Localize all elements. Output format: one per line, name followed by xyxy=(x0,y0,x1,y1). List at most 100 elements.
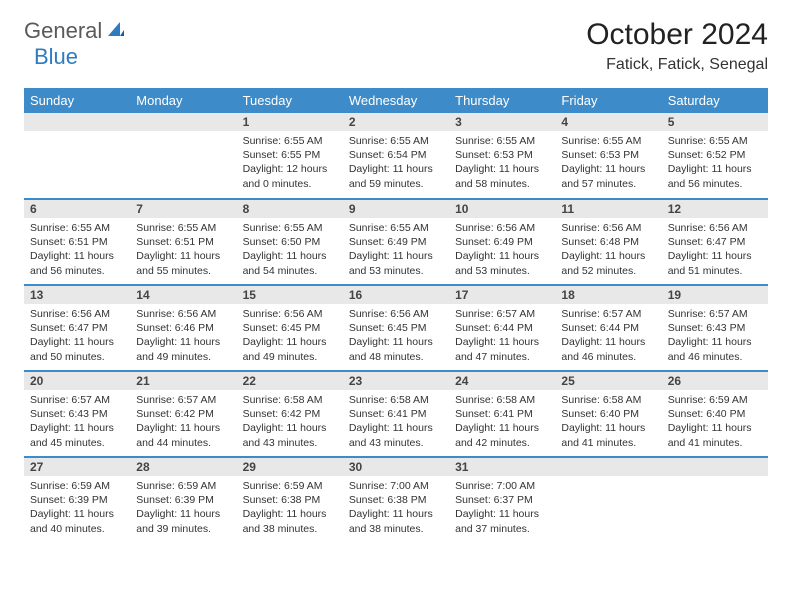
sunrise-text: Sunrise: 7:00 AM xyxy=(455,479,549,493)
sunrise-text: Sunrise: 6:55 AM xyxy=(243,134,337,148)
sunset-text: Sunset: 6:38 PM xyxy=(349,493,443,507)
weekday-header: Monday xyxy=(130,88,236,113)
day-body: Sunrise: 7:00 AMSunset: 6:37 PMDaylight:… xyxy=(449,476,555,540)
calendar-cell xyxy=(130,113,236,199)
sunset-text: Sunset: 6:51 PM xyxy=(136,235,230,249)
day-body: Sunrise: 6:58 AMSunset: 6:40 PMDaylight:… xyxy=(555,390,661,454)
calendar-week-row: 27Sunrise: 6:59 AMSunset: 6:39 PMDayligh… xyxy=(24,457,768,543)
sunrise-text: Sunrise: 6:57 AM xyxy=(30,393,124,407)
daylight-text: Daylight: 11 hours and 38 minutes. xyxy=(243,507,337,535)
sunset-text: Sunset: 6:46 PM xyxy=(136,321,230,335)
title-block: October 2024 Fatick, Fatick, Senegal xyxy=(586,18,768,74)
day-body: Sunrise: 6:57 AMSunset: 6:44 PMDaylight:… xyxy=(449,304,555,368)
sunrise-text: Sunrise: 6:56 AM xyxy=(455,221,549,235)
sunrise-text: Sunrise: 6:56 AM xyxy=(30,307,124,321)
calendar-cell: 23Sunrise: 6:58 AMSunset: 6:41 PMDayligh… xyxy=(343,371,449,457)
sunset-text: Sunset: 6:44 PM xyxy=(455,321,549,335)
calendar-cell xyxy=(24,113,130,199)
day-number: 22 xyxy=(237,372,343,390)
calendar-cell: 29Sunrise: 6:59 AMSunset: 6:38 PMDayligh… xyxy=(237,457,343,543)
day-number: 5 xyxy=(662,113,768,131)
sunrise-text: Sunrise: 6:57 AM xyxy=(561,307,655,321)
day-number: 25 xyxy=(555,372,661,390)
logo-text-blue: Blue xyxy=(34,44,78,69)
sunset-text: Sunset: 6:52 PM xyxy=(668,148,762,162)
day-number-empty xyxy=(555,458,661,476)
daylight-text: Daylight: 11 hours and 41 minutes. xyxy=(561,421,655,449)
calendar-cell xyxy=(662,457,768,543)
day-number: 15 xyxy=(237,286,343,304)
day-number: 23 xyxy=(343,372,449,390)
sunset-text: Sunset: 6:37 PM xyxy=(455,493,549,507)
sunset-text: Sunset: 6:42 PM xyxy=(136,407,230,421)
day-body: Sunrise: 6:57 AMSunset: 6:42 PMDaylight:… xyxy=(130,390,236,454)
calendar-cell: 20Sunrise: 6:57 AMSunset: 6:43 PMDayligh… xyxy=(24,371,130,457)
day-number: 19 xyxy=(662,286,768,304)
daylight-text: Daylight: 11 hours and 43 minutes. xyxy=(243,421,337,449)
sunrise-text: Sunrise: 6:55 AM xyxy=(349,134,443,148)
day-body: Sunrise: 6:55 AMSunset: 6:49 PMDaylight:… xyxy=(343,218,449,282)
sunrise-text: Sunrise: 6:56 AM xyxy=(349,307,443,321)
sunset-text: Sunset: 6:43 PM xyxy=(668,321,762,335)
day-body: Sunrise: 6:56 AMSunset: 6:48 PMDaylight:… xyxy=(555,218,661,282)
calendar-cell: 3Sunrise: 6:55 AMSunset: 6:53 PMDaylight… xyxy=(449,113,555,199)
calendar-cell: 17Sunrise: 6:57 AMSunset: 6:44 PMDayligh… xyxy=(449,285,555,371)
sunrise-text: Sunrise: 6:56 AM xyxy=(243,307,337,321)
sunset-text: Sunset: 6:54 PM xyxy=(349,148,443,162)
sunset-text: Sunset: 6:50 PM xyxy=(243,235,337,249)
sunset-text: Sunset: 6:44 PM xyxy=(561,321,655,335)
day-body: Sunrise: 6:59 AMSunset: 6:40 PMDaylight:… xyxy=(662,390,768,454)
calendar-cell: 7Sunrise: 6:55 AMSunset: 6:51 PMDaylight… xyxy=(130,199,236,285)
weekday-header: Tuesday xyxy=(237,88,343,113)
calendar-week-row: 20Sunrise: 6:57 AMSunset: 6:43 PMDayligh… xyxy=(24,371,768,457)
sunset-text: Sunset: 6:42 PM xyxy=(243,407,337,421)
day-number: 21 xyxy=(130,372,236,390)
day-number-empty xyxy=(24,113,130,131)
weekday-header: Saturday xyxy=(662,88,768,113)
sunrise-text: Sunrise: 6:55 AM xyxy=(668,134,762,148)
sunset-text: Sunset: 6:48 PM xyxy=(561,235,655,249)
day-body: Sunrise: 6:55 AMSunset: 6:53 PMDaylight:… xyxy=(555,131,661,195)
day-number: 10 xyxy=(449,200,555,218)
calendar-cell: 8Sunrise: 6:55 AMSunset: 6:50 PMDaylight… xyxy=(237,199,343,285)
sunrise-text: Sunrise: 6:55 AM xyxy=(349,221,443,235)
calendar-cell: 13Sunrise: 6:56 AMSunset: 6:47 PMDayligh… xyxy=(24,285,130,371)
day-body: Sunrise: 6:58 AMSunset: 6:41 PMDaylight:… xyxy=(449,390,555,454)
sunset-text: Sunset: 6:47 PM xyxy=(668,235,762,249)
daylight-text: Daylight: 11 hours and 46 minutes. xyxy=(668,335,762,363)
day-number: 2 xyxy=(343,113,449,131)
day-number-empty xyxy=(130,113,236,131)
day-number: 28 xyxy=(130,458,236,476)
day-body: Sunrise: 6:59 AMSunset: 6:38 PMDaylight:… xyxy=(237,476,343,540)
day-number: 8 xyxy=(237,200,343,218)
daylight-text: Daylight: 11 hours and 42 minutes. xyxy=(455,421,549,449)
daylight-text: Daylight: 11 hours and 53 minutes. xyxy=(349,249,443,277)
daylight-text: Daylight: 11 hours and 45 minutes. xyxy=(30,421,124,449)
day-number: 29 xyxy=(237,458,343,476)
calendar-cell: 12Sunrise: 6:56 AMSunset: 6:47 PMDayligh… xyxy=(662,199,768,285)
calendar-week-row: 6Sunrise: 6:55 AMSunset: 6:51 PMDaylight… xyxy=(24,199,768,285)
day-body: Sunrise: 6:56 AMSunset: 6:47 PMDaylight:… xyxy=(662,218,768,282)
day-body: Sunrise: 6:55 AMSunset: 6:50 PMDaylight:… xyxy=(237,218,343,282)
calendar-cell: 10Sunrise: 6:56 AMSunset: 6:49 PMDayligh… xyxy=(449,199,555,285)
day-body: Sunrise: 6:56 AMSunset: 6:47 PMDaylight:… xyxy=(24,304,130,368)
day-body: Sunrise: 6:58 AMSunset: 6:41 PMDaylight:… xyxy=(343,390,449,454)
daylight-text: Daylight: 12 hours and 0 minutes. xyxy=(243,162,337,190)
sunset-text: Sunset: 6:45 PM xyxy=(349,321,443,335)
day-number: 30 xyxy=(343,458,449,476)
sunset-text: Sunset: 6:53 PM xyxy=(561,148,655,162)
sunrise-text: Sunrise: 6:59 AM xyxy=(30,479,124,493)
day-body: Sunrise: 6:56 AMSunset: 6:49 PMDaylight:… xyxy=(449,218,555,282)
day-number-empty xyxy=(662,458,768,476)
calendar-cell: 5Sunrise: 6:55 AMSunset: 6:52 PMDaylight… xyxy=(662,113,768,199)
sunset-text: Sunset: 6:43 PM xyxy=(30,407,124,421)
calendar-cell: 31Sunrise: 7:00 AMSunset: 6:37 PMDayligh… xyxy=(449,457,555,543)
calendar-cell: 30Sunrise: 7:00 AMSunset: 6:38 PMDayligh… xyxy=(343,457,449,543)
calendar-cell: 9Sunrise: 6:55 AMSunset: 6:49 PMDaylight… xyxy=(343,199,449,285)
day-body: Sunrise: 6:55 AMSunset: 6:52 PMDaylight:… xyxy=(662,131,768,195)
sunset-text: Sunset: 6:40 PM xyxy=(668,407,762,421)
sunset-text: Sunset: 6:47 PM xyxy=(30,321,124,335)
day-number: 1 xyxy=(237,113,343,131)
day-number: 12 xyxy=(662,200,768,218)
day-number: 14 xyxy=(130,286,236,304)
